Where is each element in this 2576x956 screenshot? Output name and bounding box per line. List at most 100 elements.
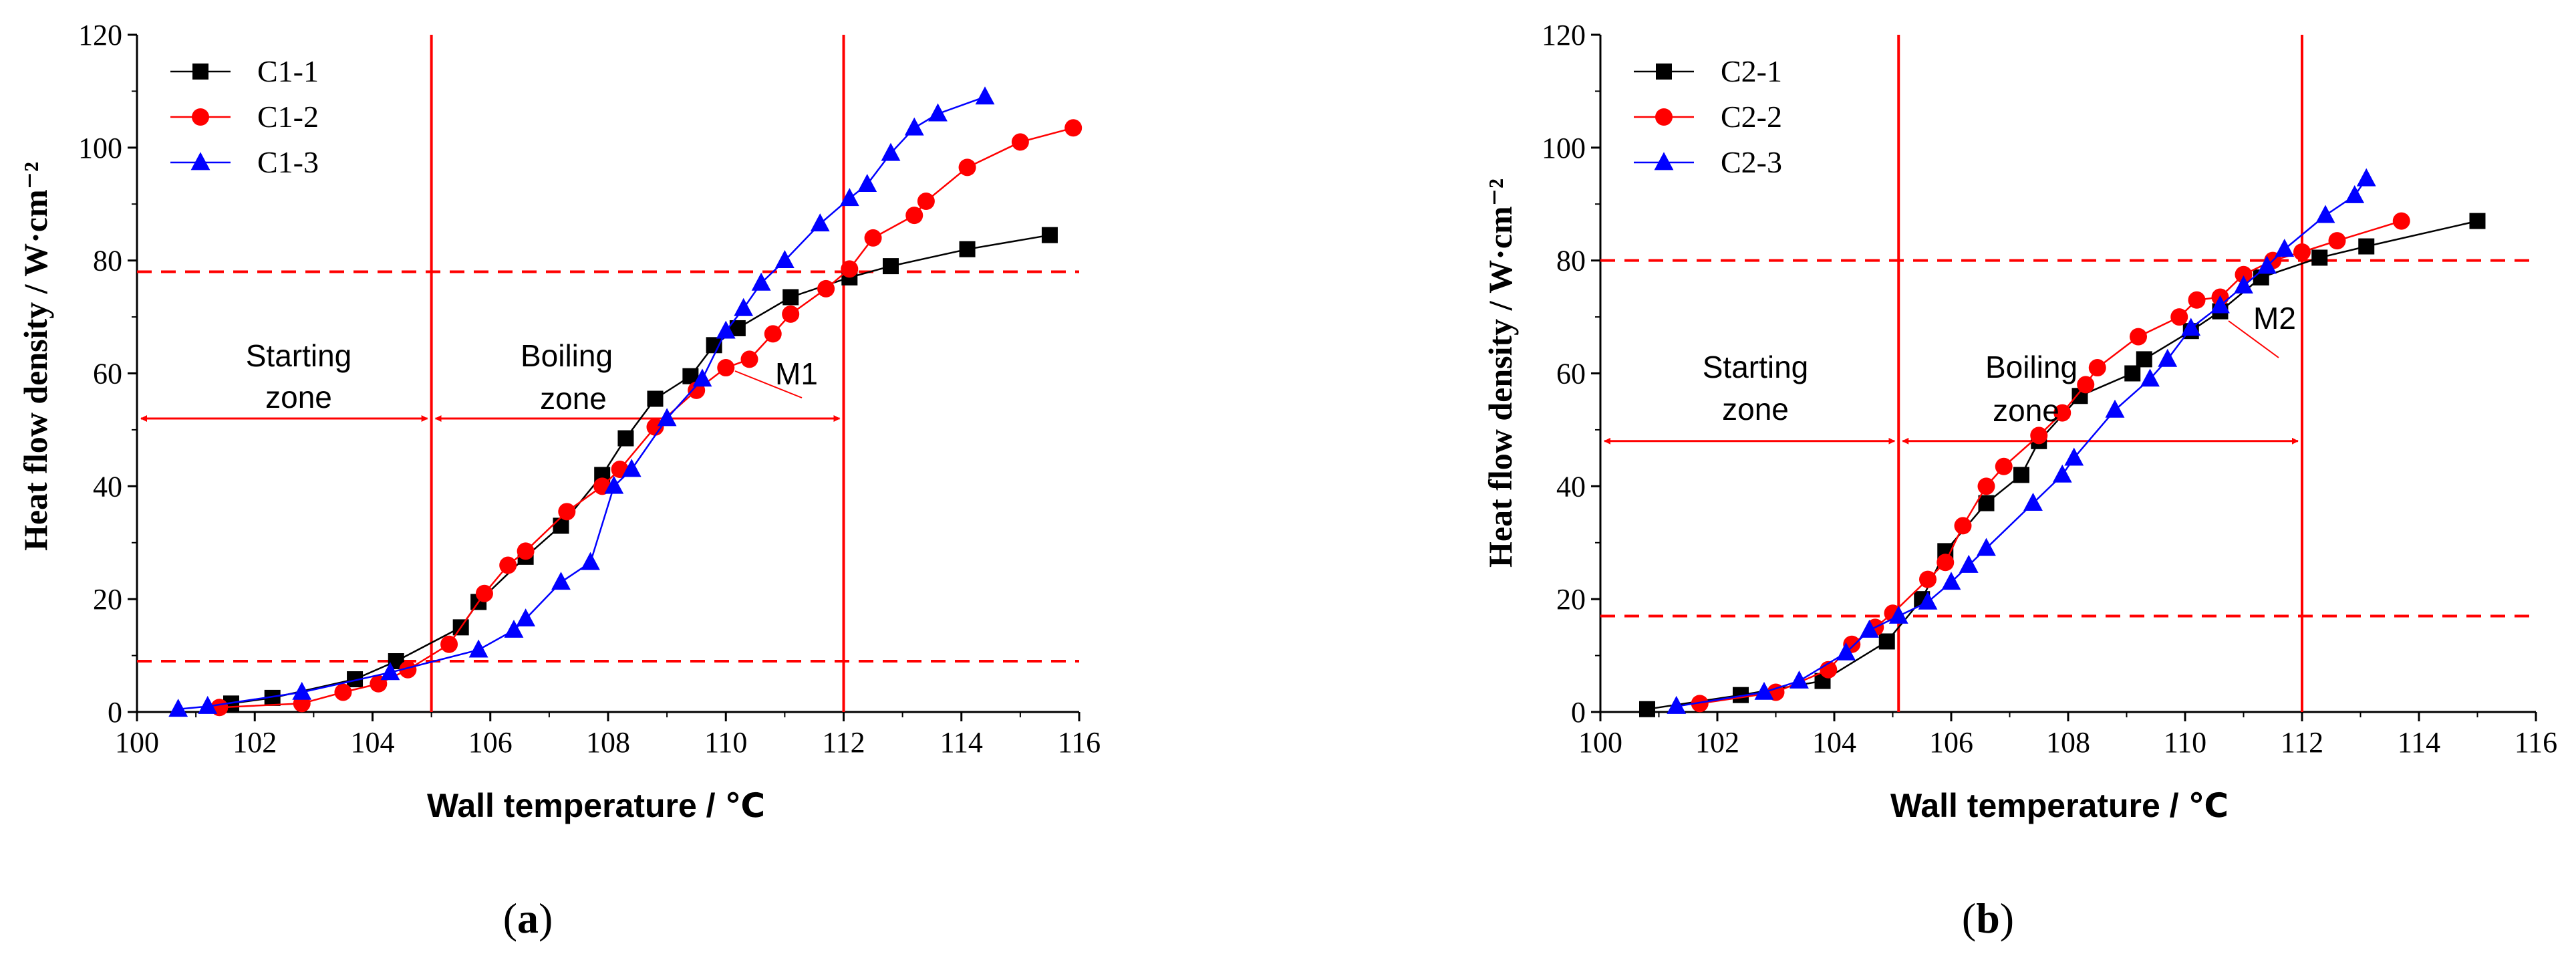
data-point-c1-1: [617, 430, 634, 447]
data-point-c1-2: [499, 556, 517, 574]
data-point-c1-2: [917, 193, 935, 211]
data-point-c1-3: [551, 572, 571, 590]
data-point-c2-2: [2077, 376, 2095, 394]
x-tick-label: 108: [586, 726, 630, 759]
series-line-c2-3: [1676, 178, 2368, 707]
data-point-c2-3: [2315, 205, 2335, 223]
x-tick-label: 102: [233, 726, 277, 759]
legend-entry-c1-3: C1-3: [257, 145, 319, 179]
data-point-c1-3: [734, 297, 754, 316]
data-point-c2-3: [2257, 255, 2277, 274]
legend-entry-c1-1: C1-1: [257, 54, 319, 88]
series-line-c1-1: [231, 234, 1050, 705]
legend-swatch-marker: [192, 108, 209, 126]
data-point-c1-2: [717, 359, 735, 377]
y-tick-label: 60: [93, 358, 122, 390]
x-tick-label: 100: [115, 726, 159, 759]
chart-panel-b: 100 102 104 106 108 110 112 114 116 0 20 40 60 80 100 1…: [1481, 19, 2557, 942]
series-line-c1-3: [178, 96, 986, 711]
data-point-c1-3: [198, 695, 218, 714]
data-point-c1-1: [553, 517, 569, 534]
y-axis-label-b: Heat flow density / W·cm⁻²: [1481, 178, 1519, 568]
data-point-c1-3: [692, 368, 712, 387]
data-point-c2-1: [2358, 238, 2375, 255]
data-point-c2-3: [2234, 275, 2253, 293]
series-c1-3: [168, 86, 995, 717]
data-point-c2-2: [2088, 359, 2106, 377]
data-point-c2-3: [2210, 295, 2230, 314]
data-point-c2-3: [1860, 619, 1879, 638]
panel-label-a: (a): [503, 894, 553, 942]
data-point-c1-2: [958, 158, 976, 176]
y-tick-label: 100: [78, 132, 122, 164]
y-tick-label: 80: [93, 245, 122, 277]
data-point-c2-1: [2013, 467, 2029, 483]
data-point-c2-3: [1790, 670, 1809, 689]
data-point-c2-3: [1977, 537, 1996, 556]
legend-label-c2-1: C2-1: [1721, 54, 1782, 88]
data-point-c2-3: [2105, 399, 2125, 418]
data-point-c1-2: [764, 325, 782, 343]
data-point-c1-3: [881, 142, 901, 161]
data-point-c1-2: [334, 683, 352, 701]
plot-area-a: 100 102 104 106 108 110 112 114 116 0 20 40 60 80 100 1…: [78, 19, 1101, 759]
data-point-c2-2: [1995, 457, 2013, 475]
data-point-c1-2: [864, 229, 882, 247]
data-point-c1-3: [774, 250, 795, 269]
data-point-c1-3: [516, 608, 536, 627]
data-point-c1-2: [1064, 119, 1083, 137]
data-point-c1-1: [959, 241, 976, 257]
data-point-c1-2: [817, 279, 835, 297]
legend-label-c1-2: C1-2: [257, 100, 319, 134]
data-point-c2-3: [2140, 368, 2160, 387]
data-point-c2-2: [1937, 554, 1955, 572]
series-line-c2-2: [1699, 220, 2402, 705]
y-tick-label: 120: [1542, 19, 1586, 51]
data-point-c1-3: [928, 103, 948, 122]
zone-label-starting-line2: zone: [265, 380, 332, 414]
data-point-c1-3: [468, 639, 488, 658]
data-point-c1-1: [883, 258, 899, 275]
data-point-c2-2: [1919, 570, 1937, 588]
data-point-c2-3: [1941, 572, 1961, 590]
data-point-c2-2: [2130, 328, 2147, 346]
data-point-c2-2: [2235, 265, 2253, 283]
annotation-m1: M1: [775, 356, 818, 391]
data-point-c1-2: [558, 503, 576, 521]
data-point-c1-3: [504, 619, 524, 638]
data-point-c2-3: [2181, 318, 2201, 336]
legend-label-c2-3: C2-3: [1721, 145, 1782, 179]
zone-label-boiling-line1: Boiling: [521, 338, 613, 373]
zone-label-starting-line1: Starting: [1703, 350, 1809, 384]
data-point-c2-1: [2136, 351, 2152, 368]
data-point-c2-3: [2345, 185, 2365, 203]
zone-label-boiling-line1: Boiling: [1985, 350, 2078, 384]
chart-panel-a: 100 102 104 106 108 110 112 114 116 0 20 40 60 80 100 1…: [17, 19, 1101, 942]
data-point-c1-2: [1011, 133, 1029, 151]
data-point-c2-2: [1977, 477, 1995, 495]
legend-swatch-marker: [1656, 64, 1672, 80]
x-tick-label: 112: [2281, 726, 2323, 759]
data-point-c1-3: [839, 188, 859, 207]
data-point-c1-3: [380, 662, 400, 681]
y-tick-label: 80: [1556, 245, 1586, 277]
y-tick-label: 100: [1542, 132, 1586, 164]
x-tick-label: 110: [2164, 726, 2206, 759]
zone-label-boiling-line2: zone: [1993, 393, 2059, 428]
x-axis-label-b: Wall temperature / ℃: [1890, 787, 2229, 824]
panel-letter-b: b: [1976, 894, 2000, 942]
data-point-c1-3: [621, 459, 641, 477]
data-point-c1-2: [517, 542, 535, 560]
panel-letter-a: a: [517, 894, 539, 942]
annotation-leader-line: [734, 370, 803, 398]
x-tick-label: 104: [1812, 726, 1856, 759]
data-point-c1-3: [168, 699, 188, 717]
x-tick-label: 100: [1578, 726, 1622, 759]
y-tick-label: 60: [1556, 358, 1586, 390]
data-point-c2-3: [1888, 605, 1908, 624]
data-point-c1-2: [841, 260, 859, 278]
legend-b: C2-1 C2-2 C2-3: [1721, 54, 1782, 179]
data-point-c2-1: [1878, 633, 1895, 650]
legend-a: C1-1 C1-2 C1-3: [257, 54, 319, 179]
